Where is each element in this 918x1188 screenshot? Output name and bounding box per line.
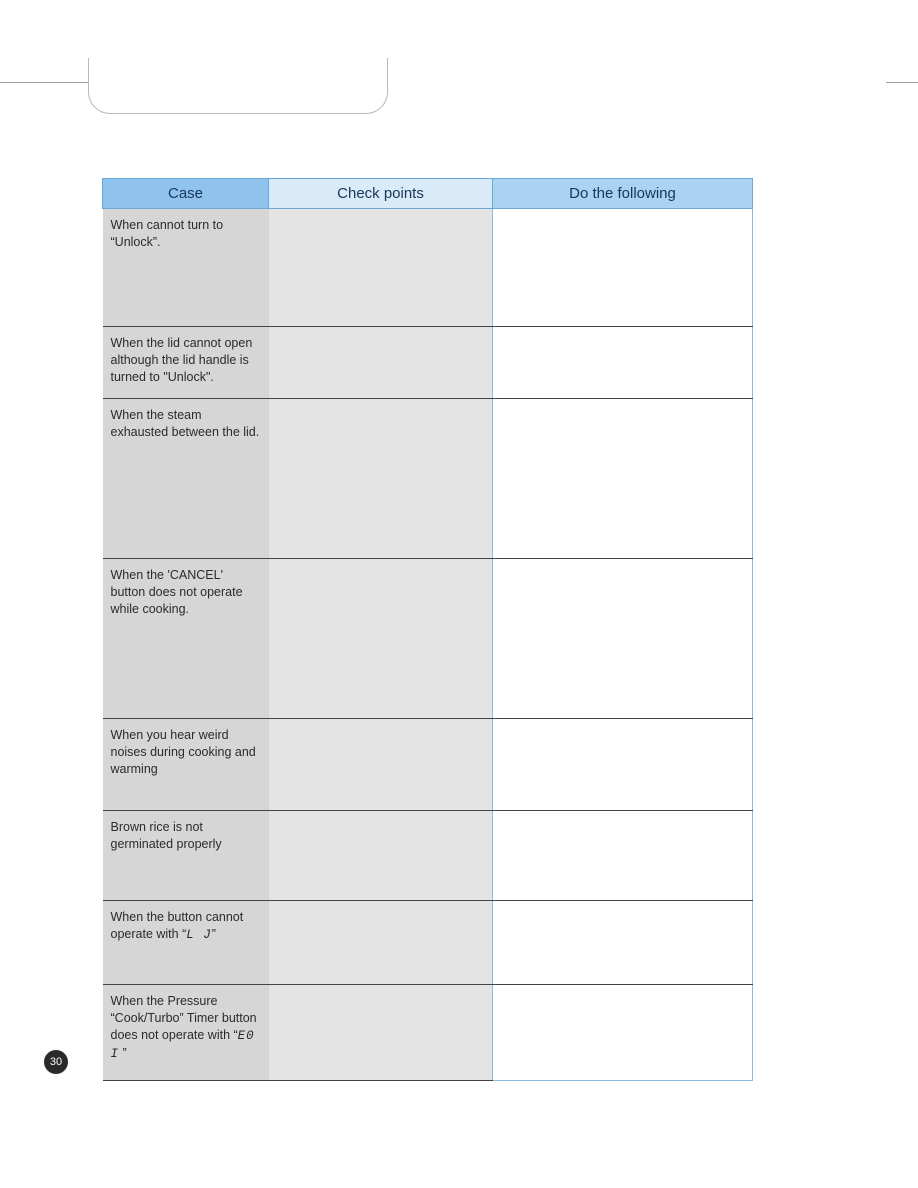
do-cell bbox=[493, 327, 753, 399]
check-cell bbox=[269, 327, 493, 399]
page-number-badge: 30 bbox=[44, 1050, 68, 1074]
header-case: Case bbox=[103, 179, 269, 209]
top-rule-right bbox=[886, 82, 918, 83]
do-cell bbox=[493, 901, 753, 985]
table-row: When you hear weird noises during cookin… bbox=[103, 719, 753, 811]
case-cell: When you hear weird noises during cookin… bbox=[103, 719, 269, 811]
check-cell bbox=[269, 559, 493, 719]
table-row: When the steam exhausted between the lid… bbox=[103, 399, 753, 559]
case-cell: When cannot turn to “Unlock”. bbox=[103, 209, 269, 327]
header-do: Do the following bbox=[493, 179, 753, 209]
do-cell bbox=[493, 209, 753, 327]
table-row: When the Pressure “Cook/Turbo” Timer but… bbox=[103, 985, 753, 1081]
check-cell bbox=[269, 811, 493, 901]
header-check: Check points bbox=[269, 179, 493, 209]
case-cell: When the lid cannot open although the li… bbox=[103, 327, 269, 399]
table-row: When the 'CANCEL' button does not operat… bbox=[103, 559, 753, 719]
case-cell: When the 'CANCEL' button does not operat… bbox=[103, 559, 269, 719]
do-cell bbox=[493, 985, 753, 1081]
do-cell bbox=[493, 399, 753, 559]
check-cell bbox=[269, 209, 493, 327]
case-cell: Brown rice is not germinated properly bbox=[103, 811, 269, 901]
case-cell: When the steam exhausted between the lid… bbox=[103, 399, 269, 559]
table-row: Brown rice is not germinated properly bbox=[103, 811, 753, 901]
check-cell bbox=[269, 985, 493, 1081]
table-row: When the button cannot operate with “L J… bbox=[103, 901, 753, 985]
top-rule-left bbox=[0, 82, 88, 83]
do-cell bbox=[493, 811, 753, 901]
case-cell: When the button cannot operate with “L J… bbox=[103, 901, 269, 985]
table-row: When cannot turn to “Unlock”. bbox=[103, 209, 753, 327]
case-cell: When the Pressure “Cook/Turbo” Timer but… bbox=[103, 985, 269, 1081]
check-cell bbox=[269, 901, 493, 985]
do-cell bbox=[493, 559, 753, 719]
table-row: When the lid cannot open although the li… bbox=[103, 327, 753, 399]
troubleshooting-table: Case Check points Do the following When … bbox=[102, 178, 752, 1081]
table-header-row: Case Check points Do the following bbox=[103, 179, 753, 209]
check-cell bbox=[269, 399, 493, 559]
tab-outline bbox=[88, 58, 388, 114]
do-cell bbox=[493, 719, 753, 811]
check-cell bbox=[269, 719, 493, 811]
